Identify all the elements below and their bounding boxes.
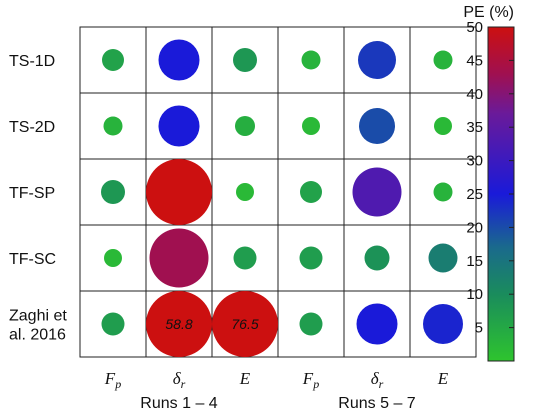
bubble [299,246,323,270]
bubble [158,39,200,81]
column-label: E [437,369,449,388]
bubble [433,182,453,202]
bubble [158,105,200,147]
group-label: Runs 1 – 4 [140,395,217,410]
bubble [352,167,402,217]
matrix-grid [79,26,477,358]
bubble [146,159,212,225]
row-label: TF-SC [9,251,56,268]
bubble [149,228,209,288]
bubble [423,304,463,344]
bubble [364,245,390,271]
bubble [302,117,320,135]
column-labels: Fp δr E Fp δr E [104,369,449,391]
bubble [102,49,124,71]
bubble [428,243,458,273]
bubble [299,312,323,336]
bubble [434,117,452,135]
column-label: Fp [302,369,319,391]
colorbar-tick-label: 45 [466,52,483,69]
bubble [104,249,122,267]
colorbar-tick-label: 50 [466,19,483,36]
column-label: δr [371,369,384,391]
colorbar-tick-label: 40 [466,86,483,103]
bubble [212,291,278,357]
bubble [359,108,395,144]
group-labels: Runs 1 – 4 Runs 5 – 7 [140,395,415,410]
row-label: Zaghi et al. 2016 [9,308,67,344]
bubble [236,183,254,201]
row-labels: TS-1D TS-2D TF-SP TF-SC Zaghi et al. 2016 [9,53,67,344]
colorbar-tick-label: 20 [466,219,483,236]
row-label: TS-2D [9,119,55,136]
bubble [358,41,396,79]
colorbar-tick-label: 35 [466,119,483,136]
colorbar-tick-label: 30 [466,153,483,170]
bubbles: 58.8 76.5 [101,39,463,357]
column-label: δr [173,369,186,391]
column-label: Fp [104,369,121,391]
colorbar-tick-label: 25 [466,186,483,203]
bubble [301,50,321,70]
bubble [103,116,123,136]
colorbar-tick-label: 15 [466,253,483,270]
bubble [300,181,322,203]
colorbar-title: PE (%) [463,4,514,21]
column-label: E [239,369,251,388]
bubble-value-label: 58.8 [165,316,192,332]
bubble-value-label: 76.5 [231,316,258,332]
bubble [233,48,257,72]
row-label: TS-1D [9,53,55,70]
group-label: Runs 5 – 7 [338,395,415,410]
bubble [233,246,257,270]
bubble [146,291,212,357]
row-label: TF-SP [9,185,55,202]
bubble [356,303,398,345]
bubble [433,50,453,70]
colorbar-tick-label: 10 [466,286,483,303]
bubble [101,312,125,336]
bubble [101,180,125,204]
bubble [235,116,255,136]
colorbar-tick-label: 5 [475,320,483,337]
